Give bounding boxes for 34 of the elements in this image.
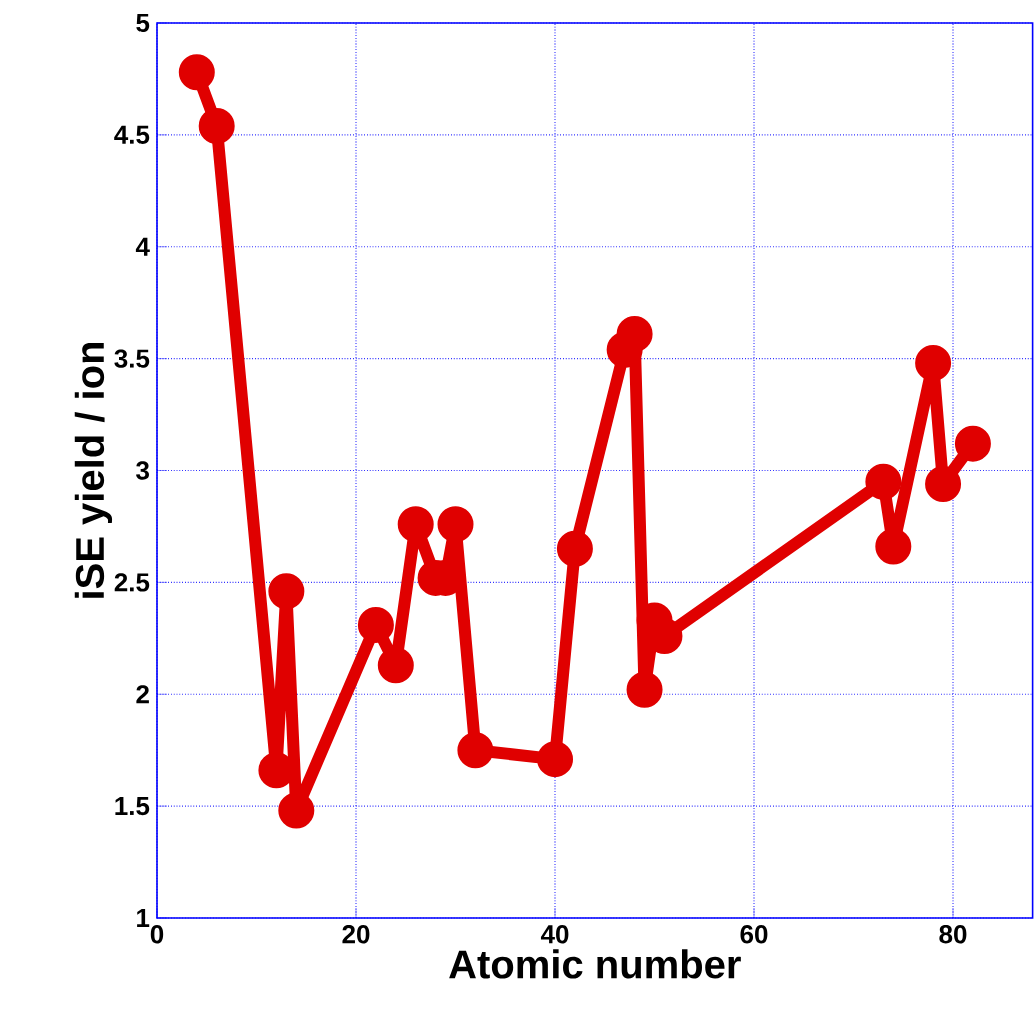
point [278,792,315,829]
point [626,671,663,708]
x-axis-title: Atomic number [449,949,741,979]
x-tick-label: 20 [342,925,370,944]
point [875,528,912,565]
point [457,732,494,769]
y-tick-label: 1.5 [115,797,150,816]
point [537,741,574,778]
point [178,54,215,91]
point [616,316,653,352]
point [954,425,991,462]
y-tick-label: 5 [136,13,150,33]
y-tick-label: 1 [137,909,150,927]
point [865,463,902,500]
point [556,530,593,567]
point [925,465,962,502]
point [357,606,394,643]
y-tick-label: 2 [136,685,149,704]
y-tick-label: 3.5 [114,349,150,368]
point [268,573,305,610]
y-axis-title: iSE yield / ion [74,342,113,598]
y-tick-label: 2.5 [114,573,150,592]
y-tick-label: 3 [136,461,149,480]
point [397,506,434,543]
x-tick-label: 0 [150,925,164,944]
x-tick-label: 60 [740,925,768,944]
point [915,345,952,382]
y-tick-label: 4.5 [114,125,150,144]
point [198,107,235,144]
point [377,647,414,684]
y-tick-label: 4 [135,237,150,256]
x-tick-label: 80 [939,925,967,944]
x-tick-label: 40 [540,925,569,944]
point [437,506,474,543]
